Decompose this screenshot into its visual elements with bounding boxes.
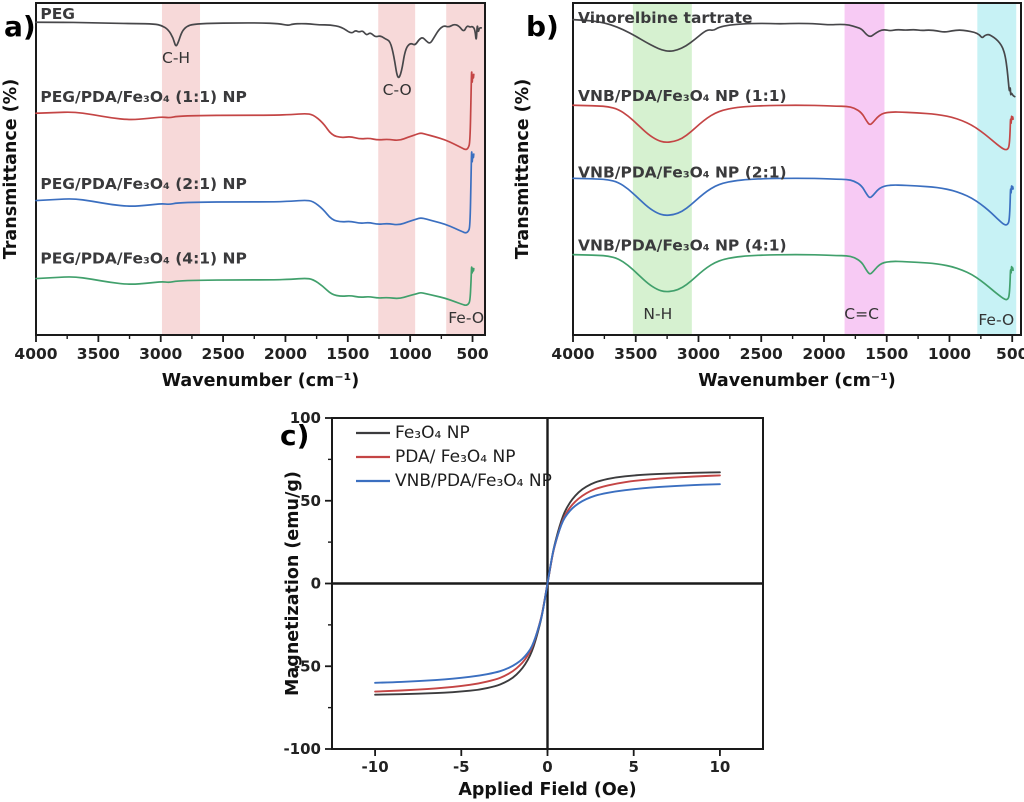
x-tick-label: 0 xyxy=(542,758,552,776)
y-tick-label: 50 xyxy=(300,492,321,510)
spectrum-curve xyxy=(35,266,475,307)
spectrum-curve xyxy=(35,71,475,151)
spectrum-curve xyxy=(35,151,475,234)
legend-label: PDA/ Fe₃O₄ NP xyxy=(395,447,516,467)
x-axis-title: Wavenumber (cm⁻¹) xyxy=(698,371,896,391)
panel-tag: b) xyxy=(526,10,559,43)
y-tick-label: 100 xyxy=(290,409,321,427)
x-tick-label: 500 xyxy=(996,345,1024,363)
spectrum-curve xyxy=(35,21,483,79)
x-tick-label: 3000 xyxy=(139,345,182,363)
x-tick-label: 2000 xyxy=(264,345,307,363)
plot-border xyxy=(572,2,1022,336)
y-tick-label: -50 xyxy=(294,657,321,675)
panel-tag: a) xyxy=(4,10,36,43)
legend-label: VNB/PDA/Fe₃O₄ NP xyxy=(395,471,552,491)
panel-tag: c) xyxy=(280,419,309,452)
highlight-band xyxy=(844,3,885,335)
y-tick-label: 0 xyxy=(311,575,321,593)
x-tick-label: 10 xyxy=(709,758,730,776)
x-tick-label: 500 xyxy=(456,345,489,363)
x-tick-label: 1000 xyxy=(928,345,971,363)
curve-label: PEG/PDA/Fe₃O₄ (1:1) NP xyxy=(40,88,247,106)
curve-label: VNB/PDA/Fe₃O₄ NP (1:1) xyxy=(578,87,787,105)
magnetization-curve xyxy=(374,483,721,684)
band-annotation: C=C xyxy=(844,305,879,323)
y-axis-title: Magnetization (emu/g) xyxy=(283,471,303,696)
panel-a-ftir-peg: 4000 3500 3000 2500 2000 1500 1000 500 PEG PEG/PD… xyxy=(1,2,489,391)
x-tick-label: 2500 xyxy=(740,345,783,363)
highlight-band xyxy=(446,3,485,335)
x-axis-title: Applied Field (Oe) xyxy=(458,780,636,800)
y-axis-title: Transmittance (%) xyxy=(1,79,21,259)
x-tick-label: 5 xyxy=(628,758,638,776)
x-tick-label: 3500 xyxy=(77,345,120,363)
curve-label: PEG/PDA/Fe₃O₄ (2:1) NP xyxy=(40,175,247,193)
spectrum-curve xyxy=(572,253,1014,301)
x-tick-label: -10 xyxy=(362,758,389,776)
legend-label: Fe₃O₄ NP xyxy=(395,423,470,443)
band-annotation: Fe-O xyxy=(448,309,484,327)
spectrum-curve xyxy=(572,18,1016,98)
spectrum-curve xyxy=(572,177,1014,226)
x-tick-label: 3500 xyxy=(614,345,657,363)
band-annotation: Fe-O xyxy=(978,311,1014,329)
x-tick-label: 2500 xyxy=(202,345,245,363)
curve-label: VNB/PDA/Fe₃O₄ NP (2:1) xyxy=(578,163,787,181)
x-tick-label: 3000 xyxy=(677,345,720,363)
x-tick-label: 1500 xyxy=(865,345,908,363)
y-tick-label: -100 xyxy=(283,740,321,758)
spectrum-curve xyxy=(572,104,1014,151)
curve-label: PEG/PDA/Fe₃O₄ (4:1) NP xyxy=(40,250,247,268)
x-tick-label: 4000 xyxy=(14,345,57,363)
y-axis-title: Transmittance (%) xyxy=(513,79,533,259)
curve-label: VNB/PDA/Fe₃O₄ NP (4:1) xyxy=(578,236,787,254)
curve-label: PEG xyxy=(40,5,75,23)
highlight-band xyxy=(378,3,416,335)
x-tick-label: 2000 xyxy=(802,345,845,363)
band-annotation: C-O xyxy=(383,81,412,99)
x-tick-label: 1000 xyxy=(389,345,432,363)
x-tick-label: -5 xyxy=(453,758,470,776)
x-tick-label: 4000 xyxy=(551,345,594,363)
band-annotation: N-H xyxy=(643,305,672,323)
curve-label: Vinorelbine tartrate xyxy=(578,9,753,27)
plot-border xyxy=(35,2,486,336)
x-tick-label: 1500 xyxy=(326,345,369,363)
band-annotation: C-H xyxy=(162,49,190,67)
panel-b-ftir-vnb: 4000 3500 3000 2500 2000 1500 1000 500 Vinorelbi… xyxy=(513,2,1024,391)
x-axis-title: Wavenumber (cm⁻¹) xyxy=(162,371,360,391)
